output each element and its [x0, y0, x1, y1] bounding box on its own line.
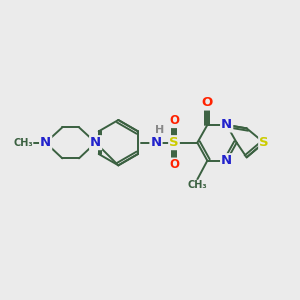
Text: S: S	[259, 136, 269, 149]
Text: CH₃: CH₃	[13, 138, 33, 148]
Text: N: N	[90, 136, 101, 149]
Text: O: O	[169, 114, 179, 127]
Text: N: N	[221, 154, 232, 167]
Text: S: S	[169, 136, 179, 149]
Text: CH₃: CH₃	[188, 180, 207, 190]
Text: N: N	[221, 118, 232, 131]
Text: O: O	[202, 97, 213, 110]
Text: N: N	[40, 136, 51, 149]
Text: H: H	[155, 125, 165, 135]
Text: N: N	[150, 136, 162, 149]
Text: O: O	[169, 158, 179, 172]
